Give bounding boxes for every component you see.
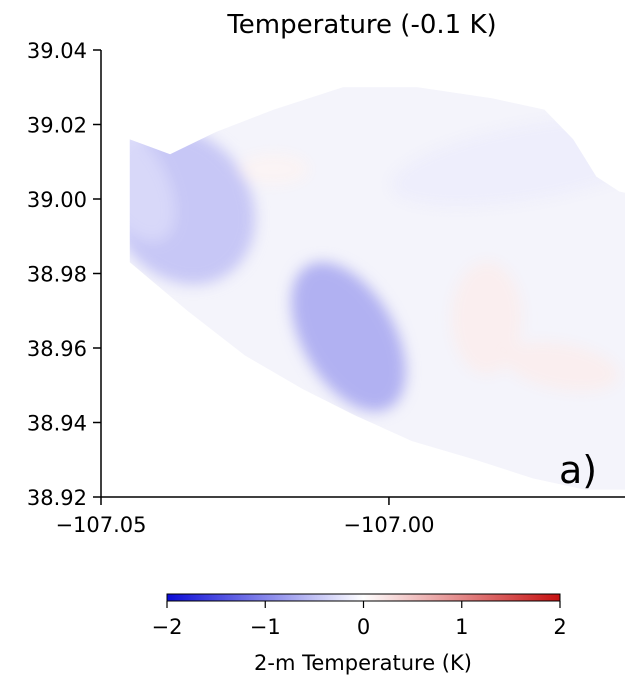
y-tick-label: 38.98 (27, 263, 87, 287)
y-tick-label: 39.00 (27, 188, 87, 212)
x-tick-label: −107.00 (343, 513, 434, 537)
anomaly-blob (504, 342, 619, 391)
axes: −107.05−107.00−106.95−106.90 38.9238.943… (27, 39, 625, 537)
chart-title: Temperature (-0.1 K) (226, 10, 496, 40)
anomaly-blob (239, 154, 309, 185)
anomaly-blob (291, 262, 406, 412)
y-tick-label: 38.96 (27, 337, 87, 361)
panel-label: a) (559, 448, 597, 492)
x-tick-label: −107.05 (55, 513, 146, 537)
anomaly-blob (129, 119, 175, 242)
colorbar-label: 2-m Temperature (K) (254, 651, 472, 675)
y-tick-label: 39.04 (27, 39, 87, 63)
y-tick-label: 38.94 (27, 412, 87, 436)
colorbar: −2 −1 0 1 2 2-m Temperature (K) (152, 593, 567, 675)
anomaly-blob (452, 262, 522, 375)
plot-area (129, 87, 625, 490)
y-axis-ticks: 38.92 38.94 38.96 38.98 39.00 39.02 39.04 (27, 39, 101, 510)
colorbar-ticks: −2 −1 0 1 2 (152, 601, 567, 639)
colorbar-tick-label: −2 (152, 615, 183, 639)
colorbar-tick-label: 1 (455, 615, 468, 639)
colorbar-tick-label: −1 (250, 615, 281, 639)
y-tick-label: 39.02 (27, 114, 87, 138)
x-axis-ticks: −107.05−107.00−106.95−106.90 (55, 497, 434, 537)
colorbar-tick-label: 0 (357, 615, 370, 639)
colorbar-gradient (166, 593, 561, 602)
colorbar-tick-label: 2 (553, 615, 566, 639)
y-tick-label: 38.92 (27, 486, 87, 510)
